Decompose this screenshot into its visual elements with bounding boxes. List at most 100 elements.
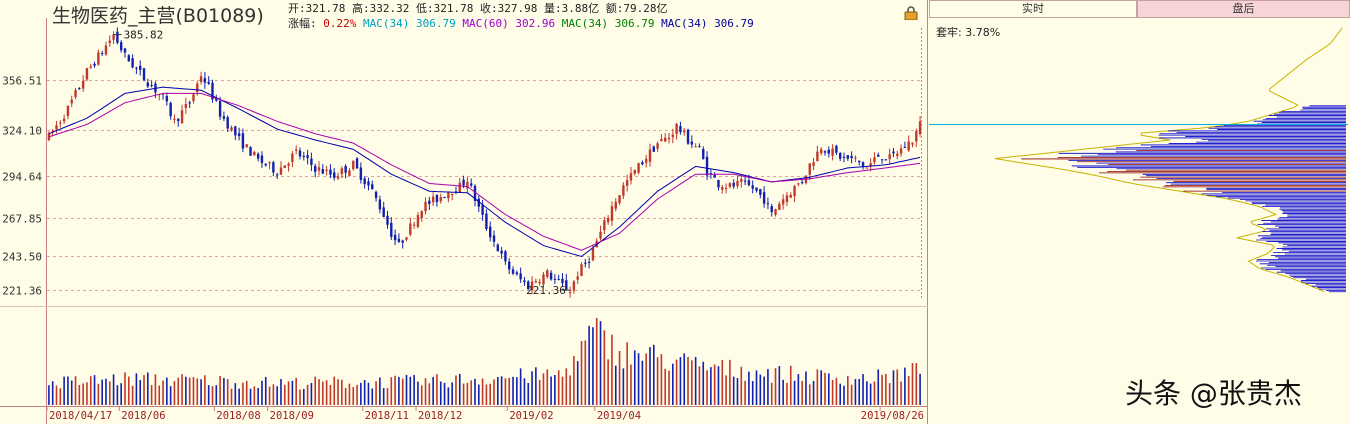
watermark: 头条 @张贵杰: [1125, 377, 1302, 410]
candle-body: [850, 155, 853, 159]
volume-bar: [162, 380, 164, 405]
candle-body: [329, 169, 332, 175]
tab-after-hours[interactable]: 盘后: [1137, 0, 1350, 18]
candle-body: [587, 261, 591, 263]
candle-body: [374, 191, 378, 198]
candle-body: [812, 162, 815, 166]
candle-body: [504, 251, 507, 262]
volume-bar: [725, 375, 727, 405]
candle-body: [62, 118, 66, 122]
volume-bar: [527, 382, 530, 405]
candle-body: [899, 148, 903, 154]
volume-bar: [702, 361, 705, 405]
volume-bar: [710, 367, 712, 405]
volume-bar: [268, 386, 271, 405]
volume-bar: [835, 377, 838, 405]
volume-bar: [831, 379, 834, 405]
candle-body: [625, 180, 629, 186]
volume-bar: [885, 373, 887, 405]
candle-body: [119, 42, 123, 51]
ma-label-4: MAC(34): [661, 17, 708, 30]
candle-body: [508, 261, 511, 270]
volume-bar: [550, 376, 552, 405]
candle-body: [245, 144, 248, 148]
volume-bar: [59, 388, 62, 405]
volume-bar: [86, 382, 88, 405]
candle-body: [279, 167, 283, 175]
candle-body: [892, 151, 895, 154]
volume-bar: [89, 376, 92, 405]
candle-body: [306, 155, 309, 159]
volume-bar: [675, 359, 678, 405]
volume-bar: [698, 366, 701, 405]
candle-body: [51, 130, 54, 132]
volume-bar: [888, 383, 891, 405]
volume-bar: [839, 383, 842, 405]
candle-body: [196, 83, 199, 92]
volume-bar: [500, 376, 503, 405]
candle-body: [310, 158, 313, 165]
volume-bar: [896, 369, 899, 405]
volume-bar: [181, 374, 183, 405]
tab-realtime[interactable]: 实时: [929, 0, 1137, 18]
candle-body: [260, 155, 264, 164]
candle-body: [751, 185, 754, 189]
candle-body: [325, 169, 328, 171]
candle-body: [736, 180, 739, 187]
volume-bar: [614, 365, 617, 405]
volume-bar: [827, 373, 830, 405]
volume-bar: [386, 388, 389, 405]
volume-bar: [63, 376, 65, 405]
volume-bar: [630, 364, 632, 405]
volume-bar: [915, 363, 918, 405]
volume-bar: [789, 365, 792, 405]
candle-body: [903, 147, 907, 149]
volume-bar: [428, 383, 431, 405]
candle-body: [553, 278, 557, 280]
candle-body: [352, 161, 355, 170]
volume-bar: [185, 376, 187, 405]
volume-bar: [78, 384, 81, 405]
volume-bar: [656, 357, 659, 405]
candle-body: [831, 148, 834, 156]
candle-body: [724, 187, 728, 189]
candle-body: [667, 137, 671, 140]
volume-bar: [405, 374, 408, 405]
volume-bar: [622, 368, 625, 405]
candle-body: [679, 126, 682, 133]
volume-bar: [253, 386, 256, 405]
candle-body: [675, 123, 678, 134]
candle-body: [287, 163, 290, 166]
volume-bar: [420, 385, 423, 405]
volume-bar: [538, 379, 541, 405]
candle-body: [637, 163, 640, 173]
candle-body: [241, 133, 245, 149]
ma-value-4: 306.79: [714, 17, 754, 30]
volume-bar: [542, 373, 545, 405]
volume-bar: [215, 385, 218, 405]
volume-bar: [287, 381, 290, 405]
volume-bar: [192, 377, 195, 405]
volume-bar: [306, 384, 309, 405]
candle-body: [256, 153, 260, 159]
volume-bar: [660, 354, 663, 405]
volume-bar: [131, 385, 134, 405]
volume-bar: [497, 377, 499, 405]
volume-bar: [611, 334, 613, 405]
candle-body: [104, 45, 108, 55]
candle-body: [466, 181, 469, 189]
ma-value-2: 302.96: [515, 17, 556, 30]
volume-bar: [112, 374, 115, 405]
volume-bar: [512, 376, 514, 405]
volume-bar: [717, 366, 720, 405]
low-annotation-label: 221.36: [526, 284, 566, 297]
lock-icon[interactable]: [904, 5, 918, 21]
change-label: 涨幅:: [288, 17, 317, 30]
volume-bar: [523, 378, 526, 405]
candle-body: [485, 213, 488, 229]
volume-bar: [70, 380, 73, 405]
volume-bar: [732, 376, 735, 405]
volume-bar: [793, 380, 796, 405]
candle-body: [918, 121, 922, 135]
